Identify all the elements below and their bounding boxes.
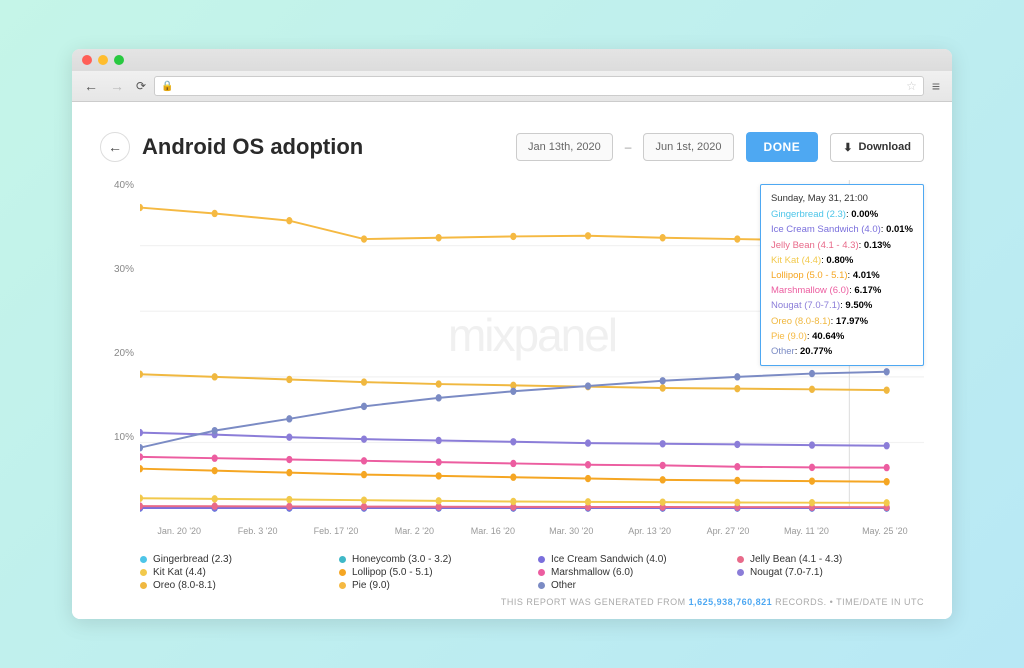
legend-dot-icon [140,582,147,589]
legend-item[interactable]: Pie (9.0) [339,580,526,591]
y-tick-label: 20% [100,348,134,359]
bookmark-star-icon[interactable]: ☆ [906,79,917,93]
chart-plot[interactable]: mixpanel Jan. 20 '20Feb. 3 '20Feb. 17 '2… [140,180,924,550]
done-button[interactable]: DONE [746,132,819,162]
x-tick-label: Jan. 20 '20 [140,526,218,536]
legend-label: Ice Cream Sandwich (4.0) [551,554,667,565]
chart-tooltip: Sunday, May 31, 21:00 Gingerbread (2.3):… [760,184,924,366]
legend-dot-icon [140,556,147,563]
x-tick-label: Mar. 2 '20 [375,526,453,536]
tooltip-row: Kit Kat (4.4): 0.80% [771,253,913,268]
tooltip-row: Jelly Bean (4.1 - 4.3): 0.13% [771,238,913,253]
tooltip-row: Lollipop (5.0 - 5.1): 4.01% [771,268,913,283]
tooltip-row: Other: 20.77% [771,344,913,359]
footer-record-count: 1,625,938,760,821 [689,597,773,607]
x-tick-label: Apr. 13 '20 [610,526,688,536]
browser-titlebar [72,49,952,71]
legend-item[interactable]: Honeycomb (3.0 - 3.2) [339,554,526,565]
x-tick-label: Mar. 30 '20 [532,526,610,536]
x-axis-labels: Jan. 20 '20Feb. 3 '20Feb. 17 '20Mar. 2 '… [140,522,924,536]
y-axis-labels: 40% 30% 20% 10% [100,180,140,550]
tooltip-title: Sunday, May 31, 21:00 [771,191,913,206]
browser-window: ← → ⟳ 🔒 ☆ ≡ ← Android OS adoption Jan 13… [72,49,952,619]
menu-icon[interactable]: ≡ [928,78,944,94]
tooltip-row: Ice Cream Sandwich (4.0): 0.01% [771,222,913,237]
tooltip-row: Marshmallow (6.0): 6.17% [771,283,913,298]
legend-dot-icon [538,569,545,576]
download-button[interactable]: ⬇ Download [830,133,924,162]
report-footer: THIS REPORT WAS GENERATED FROM 1,625,938… [100,597,924,607]
legend-dot-icon [140,569,147,576]
legend-dot-icon [737,569,744,576]
legend-item[interactable]: Jelly Bean (4.1 - 4.3) [737,554,924,565]
legend-dot-icon [339,569,346,576]
legend-item[interactable]: Other [538,580,725,591]
browser-toolbar: ← → ⟳ 🔒 ☆ ≡ [72,71,952,101]
back-button[interactable]: ← [100,132,130,162]
legend-dot-icon [538,582,545,589]
legend-item[interactable]: Oreo (8.0-8.1) [140,580,327,591]
legend-item[interactable]: Marshmallow (6.0) [538,567,725,578]
legend-dot-icon [538,556,545,563]
forward-arrow-icon: → [106,78,128,94]
legend-dot-icon [339,582,346,589]
y-tick-label: 10% [100,432,134,443]
legend-item[interactable]: Ice Cream Sandwich (4.0) [538,554,725,565]
x-tick-label: Feb. 17 '20 [297,526,375,536]
x-tick-label: May. 25 '20 [846,526,924,536]
legend-label: Jelly Bean (4.1 - 4.3) [750,554,842,565]
reload-icon[interactable]: ⟳ [132,79,150,93]
url-bar[interactable]: 🔒 ☆ [154,76,924,96]
download-icon: ⬇ [843,141,852,154]
legend-label: Gingerbread (2.3) [153,554,232,565]
close-icon[interactable] [82,55,92,65]
legend-label: Oreo (8.0-8.1) [153,580,216,591]
chart-area: 40% 30% 20% 10% mixpanel Jan. 20 '20Feb. 3 … [100,180,924,550]
y-tick-label: 30% [100,264,134,275]
date-start-button[interactable]: Jan 13th, 2020 [516,133,613,161]
x-tick-label: Feb. 3 '20 [218,526,296,536]
report-header: ← Android OS adoption Jan 13th, 2020 – J… [100,132,924,162]
date-end-button[interactable]: Jun 1st, 2020 [643,133,733,161]
legend-dot-icon [339,556,346,563]
legend-label: Other [551,580,576,591]
back-arrow-icon[interactable]: ← [80,78,102,94]
chart-legend: Gingerbread (2.3) Honeycomb (3.0 - 3.2) Ic… [100,554,924,591]
legend-label: Nougat (7.0-7.1) [750,567,823,578]
download-label: Download [858,141,911,153]
browser-chrome: ← → ⟳ 🔒 ☆ ≡ [72,49,952,102]
tooltip-row: Nougat (7.0-7.1): 9.50% [771,298,913,313]
footer-suffix: RECORDS. • TIME/DATE IN UTC [772,597,924,607]
legend-dot-icon [737,556,744,563]
legend-item[interactable]: Lollipop (5.0 - 5.1) [339,567,526,578]
x-tick-label: May. 11 '20 [767,526,845,536]
legend-label: Honeycomb (3.0 - 3.2) [352,554,452,565]
tooltip-row: Pie (9.0): 40.64% [771,329,913,344]
footer-prefix: THIS REPORT WAS GENERATED FROM [501,597,689,607]
minimize-icon[interactable] [98,55,108,65]
maximize-icon[interactable] [114,55,124,65]
legend-item[interactable]: Nougat (7.0-7.1) [737,567,924,578]
legend-label: Pie (9.0) [352,580,390,591]
x-tick-label: Apr. 27 '20 [689,526,767,536]
report-content: ← Android OS adoption Jan 13th, 2020 – J… [72,102,952,619]
date-range-separator: – [625,140,632,154]
page-title: Android OS adoption [142,134,504,160]
y-tick-label: 40% [100,180,134,191]
legend-label: Kit Kat (4.4) [153,567,206,578]
lock-icon: 🔒 [161,81,173,92]
tooltip-row: Oreo (8.0-8.1): 17.97% [771,314,913,329]
x-tick-label: Mar. 16 '20 [454,526,532,536]
legend-label: Marshmallow (6.0) [551,567,633,578]
legend-item[interactable]: Kit Kat (4.4) [140,567,327,578]
legend-item[interactable]: Gingerbread (2.3) [140,554,327,565]
tooltip-row: Gingerbread (2.3): 0.00% [771,207,913,222]
legend-label: Lollipop (5.0 - 5.1) [352,567,433,578]
